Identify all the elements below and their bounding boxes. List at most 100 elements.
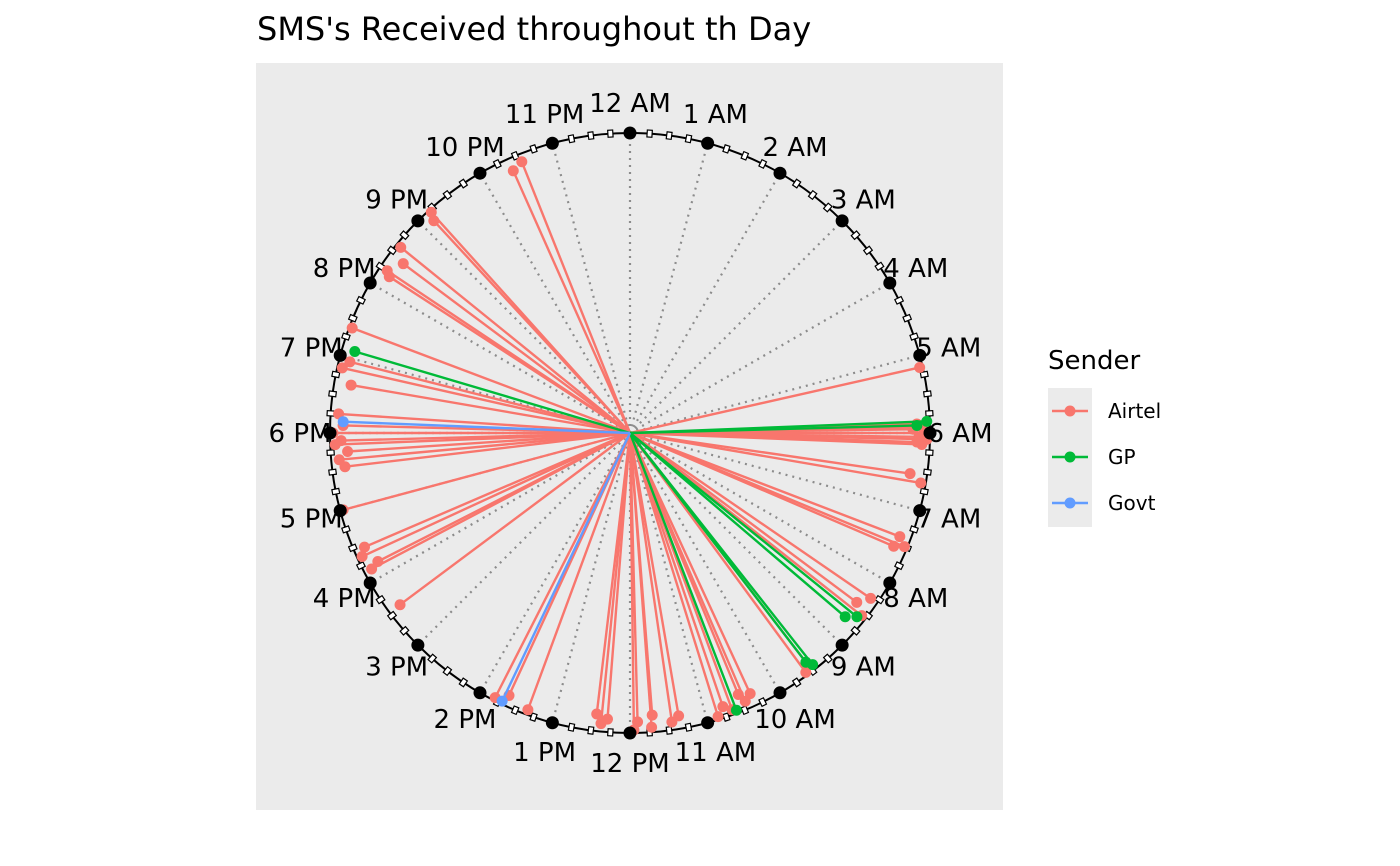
data-point: [395, 241, 407, 253]
data-point: [888, 540, 900, 552]
data-line: [628, 432, 720, 717]
data-line: [342, 431, 631, 512]
hour-dot: [701, 136, 715, 150]
hour-label: 1 PM: [513, 738, 576, 768]
minor-tick-marker: [567, 722, 576, 732]
data-line: [629, 432, 872, 600]
data-point: [712, 711, 724, 723]
hour-grid-line: [417, 220, 631, 434]
data-line: [629, 432, 858, 604]
hour-label: 6 PM: [269, 419, 332, 449]
data-point: [344, 356, 356, 368]
data-point: [717, 701, 729, 713]
hour-grid-line: [629, 432, 891, 584]
minor-tick-marker: [458, 677, 469, 688]
hour-label: 2 AM: [762, 133, 827, 163]
minor-tick-marker: [874, 594, 885, 605]
data-line: [501, 432, 632, 702]
data-line: [629, 366, 920, 435]
minor-tick-marker: [355, 295, 366, 305]
hour-dot: [411, 638, 425, 652]
legend-title: Sender: [1048, 346, 1141, 376]
minor-tick-marker: [740, 705, 750, 716]
hour-label: 9 PM: [365, 186, 428, 216]
hour-grid-line: [629, 431, 921, 512]
minor-tick-marker: [341, 332, 351, 341]
hour-grid-line: [369, 432, 631, 584]
minor-tick-marker: [807, 189, 818, 201]
minor-tick-marker: [822, 653, 833, 664]
data-line: [399, 246, 631, 434]
minor-tick-marker: [758, 158, 768, 169]
hour-grid-line: [629, 354, 921, 435]
hour-label: 7 AM: [916, 504, 981, 534]
data-point: [732, 688, 744, 700]
minor-tick-marker: [510, 150, 520, 161]
data-point: [730, 704, 742, 716]
data-point: [898, 541, 910, 553]
hour-grid-line: [551, 432, 632, 724]
hour-dot: [363, 276, 377, 290]
minor-tick-marker: [894, 295, 905, 305]
minor-tick-marker: [791, 178, 802, 189]
series-govt: [337, 416, 632, 707]
data-point: [904, 468, 916, 480]
hour-label: 7 PM: [280, 334, 343, 364]
data-line: [629, 432, 846, 618]
data-point: [346, 322, 358, 334]
data-point: [381, 265, 393, 277]
minor-tick-marker: [919, 487, 929, 496]
hour-label: 3 PM: [365, 652, 428, 682]
data-line: [628, 432, 680, 717]
hour-dot: [473, 686, 487, 700]
legend-label: GP: [1108, 445, 1136, 469]
hour-dot: [923, 426, 937, 440]
data-point: [333, 454, 345, 466]
data-point: [921, 415, 933, 427]
data-line: [363, 431, 631, 549]
hour-label: 11 AM: [675, 738, 757, 768]
data-line: [520, 161, 632, 434]
hour-label: 3 AM: [831, 186, 896, 216]
minor-tick-marker: [399, 230, 410, 241]
data-line: [629, 432, 858, 618]
minor-tick-marker: [442, 665, 453, 677]
minor-tick-marker: [909, 525, 919, 534]
hour-label: 9 AM: [831, 652, 896, 682]
hour-grid-line: [629, 432, 781, 694]
minor-tick-marker: [862, 245, 874, 256]
minor-tick-markers: [326, 129, 934, 737]
minor-tick-marker: [386, 610, 398, 621]
hour-grid-line: [628, 432, 709, 724]
minor-tick-marker: [909, 332, 919, 341]
hour-dot: [701, 716, 715, 730]
minor-tick-marker: [646, 129, 653, 138]
hour-label: 4 AM: [883, 254, 948, 284]
minor-tick-marker: [355, 561, 366, 571]
data-point: [646, 721, 658, 733]
hour-dot: [773, 686, 787, 700]
hour-labels: 12 AM 1 AM 2 AM3 AM 4 AM 5 AM 6 AM 7 AM 8 AM 9 A…: [269, 89, 993, 779]
minor-tick-marker: [399, 625, 410, 636]
minor-tick-marker: [665, 725, 673, 735]
data-point: [800, 656, 812, 668]
minor-tick-marker: [529, 144, 538, 154]
data-line: [628, 432, 674, 723]
data-line: [354, 350, 631, 435]
data-line: [595, 432, 632, 715]
data-line: [512, 170, 632, 434]
hour-grid-line: [479, 432, 631, 694]
data-point: [851, 596, 863, 608]
data-point: [366, 563, 378, 575]
hour-grid-line: [629, 172, 781, 434]
hour-dot: [545, 136, 559, 150]
data-point: [342, 446, 354, 458]
data-line: [399, 432, 631, 606]
minor-tick-marker: [684, 134, 693, 144]
hour-grid-line: [628, 142, 709, 434]
hour-label: 8 PM: [313, 254, 376, 284]
data-line: [349, 360, 631, 435]
minor-tick-marker: [850, 625, 861, 636]
data-line: [338, 412, 631, 435]
minor-tick-marker: [567, 134, 576, 144]
